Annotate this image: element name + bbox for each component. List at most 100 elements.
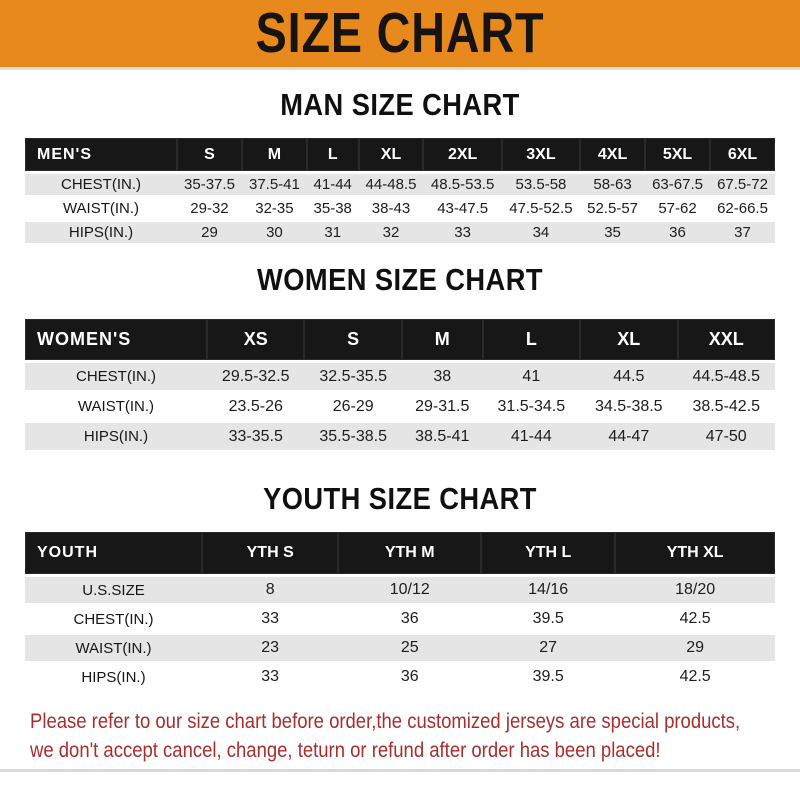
bottom-divider	[0, 769, 800, 772]
banner-title: SIZE CHART	[255, 1, 545, 65]
men-header-row: MEN'S S M L XL 2XL 3XL 4XL 5XL 6XL	[25, 138, 775, 171]
disclaimer-line-1: Please refer to our size chart before or…	[30, 709, 741, 733]
size-value-cell: 36	[338, 603, 482, 632]
size-value-cell: 42.5	[615, 603, 775, 632]
table-row: HIPS(IN.) 29 30 31 32 33 34 35 36 37	[25, 219, 775, 243]
size-value-cell: 58-63	[580, 171, 646, 195]
table-row: HIPS(IN.) 33-35.5 35.5-38.5 38.5-41 41-4…	[25, 420, 775, 450]
row-label-cell: HIPS(IN.)	[25, 661, 202, 690]
size-value-cell: 63-67.5	[645, 171, 710, 195]
size-value-cell: 39.5	[481, 603, 616, 632]
size-value-cell: 29	[177, 219, 242, 243]
row-label-cell: HIPS(IN.)	[25, 219, 177, 243]
column-header-cell: XXL	[677, 319, 775, 360]
size-value-cell: 35-38	[306, 195, 359, 219]
column-header-cell: S	[177, 138, 242, 171]
column-header-cell: XL	[580, 319, 678, 360]
size-value-cell: 57-62	[645, 195, 710, 219]
row-label-cell: WAIST(IN.)	[25, 390, 207, 420]
size-value-cell: 31.5-34.5	[482, 390, 581, 420]
table-row: WAIST(IN.) 23 25 27 29	[25, 632, 775, 661]
row-label-cell: CHEST(IN.)	[25, 360, 207, 390]
size-value-cell: 41-44	[306, 171, 359, 195]
column-header-cell: YTH M	[338, 532, 482, 574]
size-value-cell: 52.5-57	[580, 195, 646, 219]
size-value-cell: 34	[501, 219, 581, 243]
size-value-cell: 44-47	[580, 420, 678, 450]
youth-section-heading: YOUTH SIZE CHART	[263, 481, 537, 516]
size-value-cell: 18/20	[615, 574, 775, 603]
footer-disclaimer: Please refer to our size chart before or…	[30, 707, 800, 765]
column-header-cell: 6XL	[710, 138, 775, 171]
row-label-cell: CHEST(IN.)	[25, 603, 202, 632]
column-header-cell: 2XL	[423, 138, 502, 171]
size-value-cell: 48.5-53.5	[423, 171, 502, 195]
size-value-cell: 47.5-52.5	[501, 195, 581, 219]
size-chart-banner: SIZE CHART	[0, 0, 800, 70]
table-row: HIPS(IN.) 33 36 39.5 42.5	[25, 661, 775, 690]
column-header-cell: 4XL	[580, 138, 646, 171]
row-label-cell: HIPS(IN.)	[25, 420, 207, 450]
size-value-cell: 42.5	[615, 661, 775, 690]
size-value-cell: 67.5-72	[710, 171, 775, 195]
table-row: CHEST(IN.) 35-37.5 37.5-41 41-44 44-48.5…	[25, 171, 775, 195]
size-value-cell: 8	[202, 574, 339, 603]
men-table-label: MEN'S	[25, 138, 177, 171]
size-value-cell: 44.5	[580, 360, 678, 390]
disclaimer-line-2: we don't accept cancel, change, teturn o…	[30, 738, 661, 762]
women-section-heading: WOMEN SIZE CHART	[257, 262, 543, 297]
size-value-cell: 26-29	[304, 390, 402, 420]
column-header-cell: 5XL	[645, 138, 710, 171]
size-value-cell: 36	[645, 219, 710, 243]
column-header-cell: YTH XL	[615, 532, 775, 574]
size-value-cell: 62-66.5	[710, 195, 775, 219]
women-size-table: WOMEN'S XS S M L XL XXL CHEST(IN.) 29.5-…	[25, 319, 775, 450]
size-value-cell: 32	[358, 219, 424, 243]
size-value-cell: 53.5-58	[501, 171, 581, 195]
size-value-cell: 35	[580, 219, 646, 243]
row-label-cell: WAIST(IN.)	[25, 632, 202, 661]
size-value-cell: 44-48.5	[358, 171, 424, 195]
size-value-cell: 35.5-38.5	[304, 420, 402, 450]
row-label-cell: WAIST(IN.)	[25, 195, 177, 219]
size-value-cell: 43-47.5	[423, 195, 502, 219]
column-header-cell: XL	[358, 138, 424, 171]
size-value-cell: 30	[241, 219, 307, 243]
column-header-cell: S	[304, 319, 402, 360]
size-value-cell: 34.5-38.5	[580, 390, 678, 420]
size-value-cell: 36	[338, 661, 482, 690]
size-value-cell: 38.5-42.5	[677, 390, 775, 420]
size-value-cell: 39.5	[481, 661, 616, 690]
size-value-cell: 37.5-41	[241, 171, 307, 195]
size-value-cell: 44.5-48.5	[677, 360, 775, 390]
size-value-cell: 47-50	[677, 420, 775, 450]
men-section-heading: MAN SIZE CHART	[280, 87, 520, 122]
column-header-cell: 3XL	[501, 138, 581, 171]
size-value-cell: 33-35.5	[207, 420, 305, 450]
size-value-cell: 23	[202, 632, 339, 661]
size-value-cell: 25	[338, 632, 482, 661]
youth-header-row: YOUTH YTH S YTH M YTH L YTH XL	[25, 532, 775, 574]
men-size-table: MEN'S S M L XL 2XL 3XL 4XL 5XL 6XL CHEST…	[25, 138, 775, 243]
women-header-row: WOMEN'S XS S M L XL XXL	[25, 319, 775, 360]
size-value-cell: 32.5-35.5	[304, 360, 402, 390]
size-value-cell: 33	[202, 661, 339, 690]
size-value-cell: 41	[482, 360, 581, 390]
column-header-cell: YTH L	[481, 532, 616, 574]
table-row: U.S.SIZE 8 10/12 14/16 18/20	[25, 574, 775, 603]
size-value-cell: 38.5-41	[401, 420, 483, 450]
column-header-cell: M	[241, 138, 307, 171]
row-label-cell: U.S.SIZE	[25, 574, 202, 603]
size-value-cell: 29-32	[177, 195, 242, 219]
size-value-cell: 32-35	[241, 195, 307, 219]
size-value-cell: 38-43	[358, 195, 424, 219]
size-value-cell: 31	[306, 219, 359, 243]
size-value-cell: 33	[423, 219, 502, 243]
size-value-cell: 29.5-32.5	[207, 360, 305, 390]
youth-table-label: YOUTH	[25, 532, 202, 574]
size-value-cell: 27	[481, 632, 616, 661]
table-row: CHEST(IN.) 29.5-32.5 32.5-35.5 38 41 44.…	[25, 360, 775, 390]
column-header-cell: M	[401, 319, 483, 360]
table-row: WAIST(IN.) 23.5-26 26-29 29-31.5 31.5-34…	[25, 390, 775, 420]
size-value-cell: 33	[202, 603, 339, 632]
